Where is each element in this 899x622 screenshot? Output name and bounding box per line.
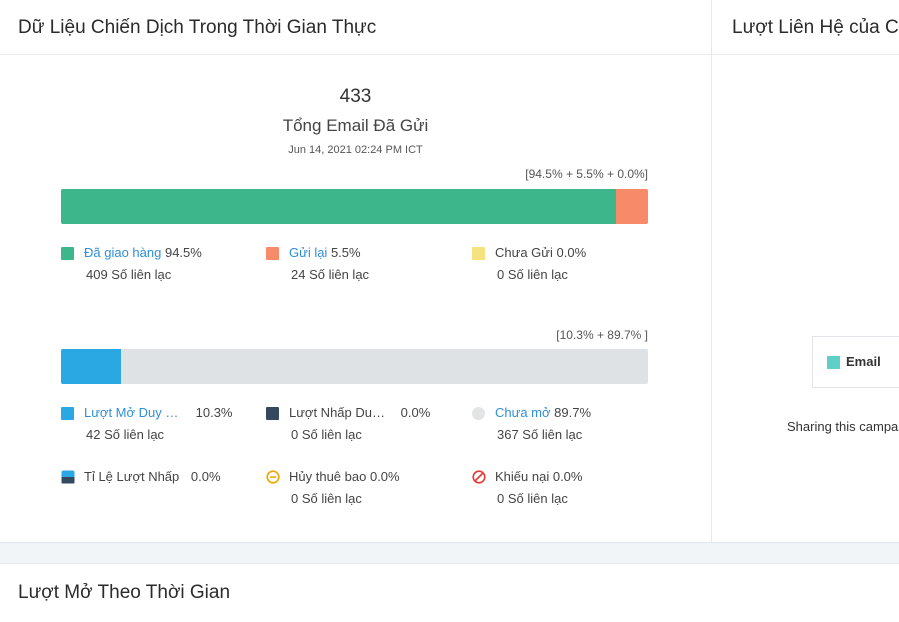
delivered-count: 409 Số liên lạc: [86, 267, 172, 282]
legend-not-sent: Chưa Gửi 0.0% 0 Số liên lạc: [472, 244, 586, 284]
resent-percent: 5.5%: [330, 245, 361, 260]
legend-unique-clicks: Lượt Nhấp Duy Nhất 0.0% 0 Số liên lạc: [266, 404, 430, 444]
not-sent-color-swatch: [472, 247, 485, 260]
unique-clicks-percent: 0.0%: [400, 405, 431, 420]
complaint-icon: [472, 470, 486, 484]
complaints-count: 0 Số liên lạc: [497, 491, 568, 506]
unique-opens-segment[interactable]: [61, 349, 122, 384]
report-timestamp: Jun 14, 2021 02:24 PM ICT: [288, 144, 423, 156]
unique-opens-count: 42 Số liên lạc: [86, 427, 165, 442]
resent-color-swatch: [266, 247, 279, 260]
resent-link[interactable]: Gửi lại: [289, 245, 328, 260]
unsubscribe-count: 0 Số liên lạc: [291, 491, 362, 506]
unopened-link[interactable]: Chưa mở: [495, 405, 551, 420]
contacts-panel-title: Lượt Liên Hệ của C: [712, 0, 899, 55]
delivered-segment[interactable]: [61, 189, 616, 224]
unique-clicks-color-swatch: [266, 407, 279, 420]
opens-over-time-panel: Lượt Mở Theo Thời Gian: [0, 563, 899, 622]
legend-delivered: Đã giao hàng 94.5% 409 Số liên lạc: [61, 244, 202, 284]
unopened-color-swatch: [472, 407, 485, 420]
opens-over-time-title: Lượt Mở Theo Thời Gian: [18, 582, 231, 603]
unsubscribe-icon: [266, 470, 280, 484]
unopened-segment[interactable]: [121, 349, 648, 384]
complaints-percent: 0.0%: [552, 469, 583, 484]
unique-opens-link[interactable]: Lượt Mở Duy Nhất: [84, 405, 184, 420]
click-rate-percent: 0.0%: [190, 469, 221, 484]
unique-opens-percent: 10.3%: [195, 405, 233, 420]
unsubscribe-percent: 0.0%: [369, 469, 400, 484]
total-sent-label: Tổng Email Đã Gửi: [282, 116, 429, 135]
contacts-panel: Lượt Liên Hệ của C Email Sharing this ca…: [712, 0, 899, 542]
delivered-percent: 94.5%: [164, 245, 202, 260]
delivery-stacked-bar: [61, 189, 648, 224]
opens-stacked-bar: [61, 349, 648, 384]
click-rate-icon: [61, 470, 75, 484]
email-color-swatch: [827, 356, 840, 369]
realtime-campaign-panel: Dữ Liệu Chiến Dịch Trong Thời Gian Thực …: [0, 0, 712, 542]
legend-click-rate: Tỉ Lệ Lượt Nhấp 0.0%: [61, 468, 221, 486]
unopened-count: 367 Số liên lạc: [497, 427, 583, 442]
sharing-text: Sharing this campa: [787, 419, 899, 434]
legend-resent: Gửi lại 5.5% 24 Số liên lạc: [266, 244, 369, 284]
resent-segment[interactable]: [615, 189, 648, 224]
not-sent-label: Chưa Gửi: [495, 245, 553, 260]
resent-count: 24 Số liên lạc: [291, 267, 370, 282]
delivery-bar-percent-label: [94.5% + 5.5% + 0.0%]: [525, 167, 648, 181]
email-legend-label[interactable]: Email: [846, 354, 881, 369]
contacts-legend: Email: [812, 336, 899, 388]
click-rate-label: Tỉ Lệ Lượt Nhấp: [84, 469, 180, 484]
legend-complaints: Khiếu nại 0.0% 0 Số liên lạc: [472, 468, 582, 508]
total-sent-count: 433: [339, 86, 372, 107]
unique-clicks-count: 0 Số liên lạc: [291, 427, 362, 442]
realtime-panel-title: Dữ Liệu Chiến Dịch Trong Thời Gian Thực: [0, 0, 711, 55]
opens-bar-percent-label: [10.3% + 89.7% ]: [556, 328, 648, 342]
delivered-link[interactable]: Đã giao hàng: [84, 245, 162, 260]
legend-unsubscribe: Hủy thuê bao 0.0% 0 Số liên lạc: [266, 468, 400, 508]
legend-unique-opens: Lượt Mở Duy Nhất 10.3% 42 Số liên lạc: [61, 404, 233, 444]
not-sent-percent: 0.0%: [556, 245, 587, 260]
unopened-percent: 89.7%: [554, 405, 592, 420]
unique-opens-color-swatch: [61, 407, 74, 420]
delivered-color-swatch: [61, 247, 74, 260]
unique-clicks-label: Lượt Nhấp Duy Nhất: [289, 405, 389, 420]
section-divider: [0, 542, 899, 563]
complaints-label: Khiếu nại: [495, 469, 550, 484]
not-sent-count: 0 Số liên lạc: [497, 267, 568, 282]
legend-unopened: Chưa mở 89.7% 367 Số liên lạc: [472, 404, 591, 444]
unsubscribe-label: Hủy thuê bao: [289, 469, 367, 484]
